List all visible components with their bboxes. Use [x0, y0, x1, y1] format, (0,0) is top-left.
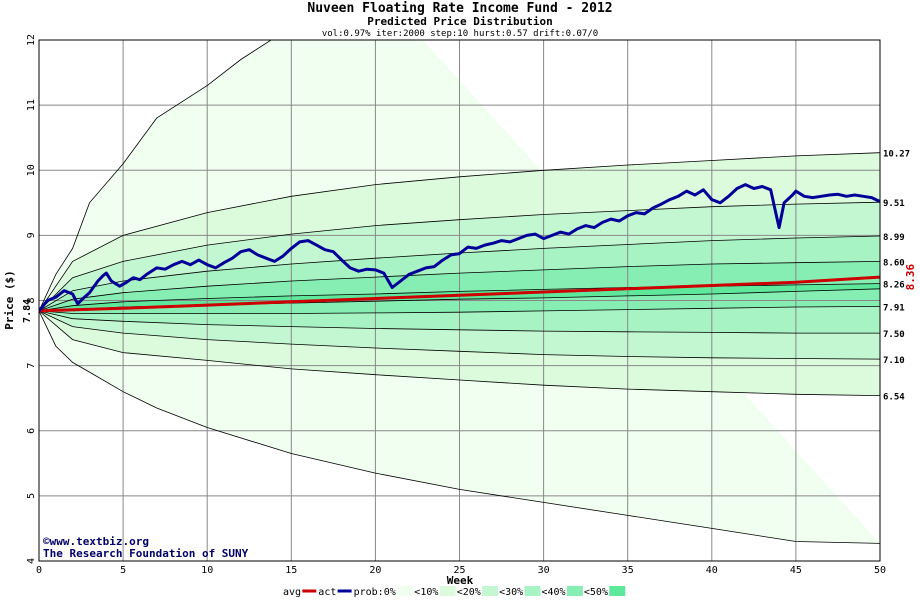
- y-tick-label-6: 10: [26, 164, 37, 176]
- x-tick-label-5: 25: [453, 565, 465, 576]
- band-upper-line-1: [39, 152, 880, 312]
- x-tick-label-9: 45: [790, 565, 802, 576]
- legend-band-4-label: <20%: [457, 587, 481, 598]
- legend-prob-0-label: prob:0%: [354, 587, 396, 598]
- band-end-label-8: 6.54: [883, 393, 905, 403]
- band-lower-line-1: [39, 310, 880, 396]
- band-end-label-3: 8.60: [883, 258, 905, 268]
- x-tick-label-8: 40: [706, 565, 718, 576]
- band-lower-line-4: [39, 306, 880, 314]
- x-tick-label-0: 0: [36, 565, 42, 576]
- band-upper-line-2: [39, 201, 880, 312]
- band-end-label-4: 8.26: [883, 281, 905, 291]
- chart-title: Nuveen Floating Rate Income Fund - 2012: [307, 1, 612, 16]
- chart-params: vol:0.97% iter:2000 step:10 hurst:0.57 d…: [322, 29, 598, 39]
- x-tick-label-2: 10: [201, 565, 213, 576]
- start-price-label: 7.84: [22, 299, 33, 323]
- legend-band-3-label: <10%: [414, 587, 438, 598]
- x-tick-label-7: 35: [622, 565, 634, 576]
- final-avg-label: 8.36: [904, 263, 917, 290]
- x-axis-label: Week: [447, 574, 474, 587]
- x-tick-label-6: 30: [538, 565, 550, 576]
- legend: avg act prob:0% <10% <20% <30% <40% <50%: [283, 586, 626, 598]
- axes: 0 5 10 15 20 25 30 35 40 45 5045678910111210.279.5…: [26, 34, 910, 576]
- band-end-label-6: 7.50: [883, 330, 905, 340]
- band-upper-line-0: [39, 40, 272, 312]
- band-lower-line-0: [39, 310, 880, 544]
- y-tick-label-3: 7: [26, 363, 37, 369]
- band-lower-line-3: [39, 310, 880, 334]
- x-tick-label-10: 50: [874, 565, 886, 576]
- band-upper-line-4: [39, 261, 880, 312]
- watermark-org: The Research Foundation of SUNY: [43, 547, 249, 560]
- plot-frame: [38, 39, 881, 562]
- y-tick-label-8: 12: [26, 34, 37, 46]
- y-axis-label: Price ($): [3, 270, 16, 330]
- grid-lines: [38, 39, 881, 562]
- x-tick-label-4: 20: [369, 565, 381, 576]
- legend-band-5-label: <30%: [499, 587, 523, 598]
- band-end-label-0: 10.27: [883, 150, 910, 160]
- legend-band-7-label: <50%: [584, 587, 608, 598]
- y-tick-label-1: 5: [26, 493, 37, 499]
- legend-act-label: act: [318, 587, 336, 598]
- legend-avg-label: avg: [283, 587, 301, 598]
- legend-band-6-swatch: [566, 586, 583, 596]
- band-boundary-lines: [39, 40, 880, 544]
- series-line-avg: [39, 275, 880, 313]
- band-end-label-7: 7.10: [883, 356, 905, 366]
- y-tick-label-7: 11: [26, 99, 37, 111]
- legend-band-4-swatch: [482, 586, 499, 596]
- watermark-url: ©www.textbiz.org: [43, 535, 149, 548]
- x-tick-label-1: 5: [120, 565, 126, 576]
- band-end-label-5: 7.91: [883, 303, 905, 313]
- series-line-act: [39, 183, 880, 312]
- legend-band-7-swatch: [609, 586, 626, 596]
- band-lower-line-2: [39, 310, 880, 360]
- y-tick-label-5: 9: [26, 232, 37, 238]
- x-tick-label-3: 15: [285, 565, 297, 576]
- y-tick-label-4: 8: [26, 297, 37, 303]
- legend-prob-0-swatch: [397, 586, 414, 596]
- chart-subtitle: Predicted Price Distribution: [367, 15, 552, 28]
- band-end-label-1: 9.51: [883, 199, 905, 209]
- series-lines: [39, 183, 880, 313]
- band-end-label-2: 8.99: [883, 233, 905, 243]
- legend-band-6-label: <40%: [542, 587, 566, 598]
- y-tick-label-0: 4: [26, 558, 37, 564]
- y-tick-label-2: 6: [26, 428, 37, 434]
- legend-band-3-swatch: [439, 586, 456, 596]
- legend-band-5-swatch: [524, 586, 541, 596]
